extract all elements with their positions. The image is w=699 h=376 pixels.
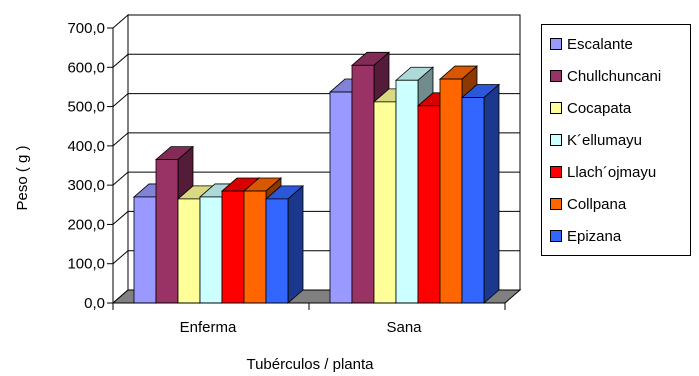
y-tick-label: 0,0 (84, 295, 105, 312)
legend-label: K´ellumayu (567, 131, 643, 149)
legend-swatch (550, 230, 562, 242)
side-wall (112, 13, 129, 305)
bar-side (287, 185, 304, 304)
y-tick-label: 500,0 (67, 99, 105, 116)
legend-swatch (550, 198, 562, 210)
y-tick-label: 200,0 (67, 216, 105, 233)
bar-front (417, 105, 441, 304)
bar-side (483, 83, 500, 304)
legend-label: Llach´ojmayu (567, 163, 657, 181)
legend-label: Cocapata (567, 99, 632, 117)
bar (264, 185, 305, 304)
legend: Escalante Chullchuncani Cocapata K´ellum… (541, 24, 691, 256)
bar-front (199, 196, 223, 304)
y-tick-label: 300,0 (67, 177, 105, 194)
bar-front (395, 79, 419, 304)
bar-front (221, 190, 245, 304)
legend-label: Epizana (567, 227, 622, 245)
legend-swatch (550, 166, 562, 178)
legend-item: Llach´ojmayu (550, 156, 690, 188)
legend-label: Collpana (567, 195, 627, 213)
y-tick-label: 600,0 (67, 59, 105, 76)
bar-front (439, 78, 463, 304)
bar-front (155, 159, 179, 304)
bar-front (461, 97, 485, 304)
y-axis-title: Peso ( g ) (14, 145, 31, 210)
x-tick-label: Sana (386, 319, 422, 336)
y-tick-label: 100,0 (67, 256, 105, 273)
legend-item: Collpana (550, 188, 690, 220)
legend-item: K´ellumayu (550, 124, 690, 156)
legend-item: Escalante (550, 28, 690, 60)
bar-front (133, 196, 157, 304)
legend-swatch (550, 70, 562, 82)
x-axis-title: Tubérculos / planta (246, 356, 374, 373)
legend-label: Escalante (567, 35, 633, 53)
legend-swatch (550, 38, 562, 50)
bar (460, 83, 501, 304)
legend-swatch (550, 102, 562, 114)
legend-swatch (550, 134, 562, 146)
bar-front (265, 198, 289, 304)
legend-item: Cocapata (550, 92, 690, 124)
gridline (112, 171, 129, 186)
bar-front (243, 190, 267, 304)
gridline (112, 132, 129, 147)
legend-item: Chullchuncani (550, 60, 690, 92)
gridline (112, 53, 129, 68)
y-tick-label: 400,0 (67, 138, 105, 155)
bar-front (177, 198, 201, 304)
bar-front (373, 101, 397, 304)
gridline (112, 250, 129, 265)
y-axis-ticks: 0,0 100,0 200,0 300,0 400,0 500,0 600,0 700,0 (67, 20, 113, 312)
legend-item: Epizana (550, 220, 690, 252)
x-tick-label: Enferma (180, 319, 237, 336)
legend-label: Chullchuncani (567, 67, 662, 85)
gridline (112, 211, 129, 225)
bar-front (351, 64, 375, 304)
y-tick-label: 700,0 (67, 20, 105, 37)
gridline (112, 93, 129, 107)
bar-front (329, 91, 353, 304)
bars (132, 51, 501, 304)
